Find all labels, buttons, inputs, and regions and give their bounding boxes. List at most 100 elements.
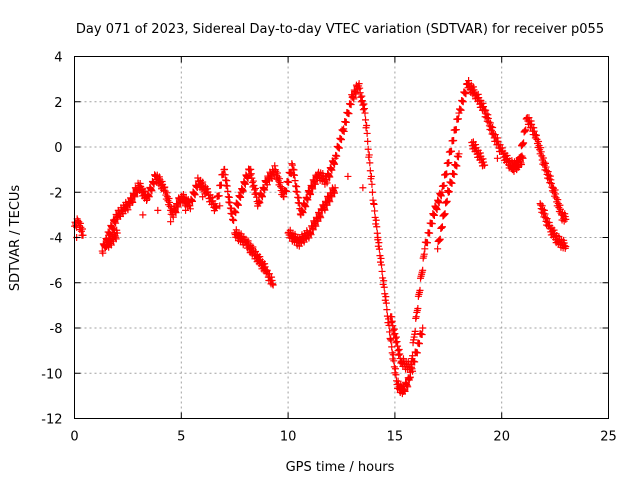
data-point [522,126,530,134]
data-point [232,209,240,217]
data-point [438,223,446,231]
data-point [411,327,419,335]
data-point [230,217,238,225]
data-point [443,170,451,178]
data-point [258,193,266,201]
data-point [435,199,443,207]
data-point [517,161,525,169]
data-point [519,154,527,162]
data-point [380,277,388,285]
data-point [79,231,87,239]
data-point [520,139,528,147]
data-point [154,206,162,214]
data-point [213,203,221,211]
data-point [299,209,307,217]
chart-title: Day 071 of 2023, Sidereal Day-to-day VTE… [76,22,604,37]
data-points [71,77,570,398]
data-point [347,101,355,109]
x-tick-label: 0 [70,430,78,445]
data-point [314,217,322,225]
data-point [375,239,383,247]
y-tick-label: -2 [50,186,63,201]
data-point [363,129,371,137]
data-point [234,201,242,209]
data-point [419,266,427,274]
data-point [430,211,438,219]
data-point [371,207,379,215]
data-point [450,170,458,178]
data-point [269,281,277,289]
data-point [191,191,199,199]
data-point [378,267,386,275]
x-tick-label: 20 [493,430,510,445]
data-point [363,122,371,130]
data-point [373,223,381,231]
data-point [377,254,385,262]
data-point [304,196,312,204]
data-point [365,151,373,159]
data-point [414,304,422,312]
data-point [392,371,400,379]
data-point [423,239,431,247]
data-point [311,180,319,188]
data-point [107,241,115,249]
data-point [216,202,224,210]
data-point [321,206,329,214]
x-tick-label: 25 [600,430,617,445]
data-point [323,179,331,187]
data-point [199,193,207,201]
data-point [344,172,352,180]
data-point [340,127,348,135]
data-point [326,198,334,206]
data-point [366,167,374,175]
data-point [436,235,444,243]
data-point [445,159,453,167]
data-point [362,116,370,124]
data-point [361,109,369,117]
data-point [145,193,153,201]
data-point [317,214,325,222]
data-point [459,98,467,106]
data-point [282,187,290,195]
data-point [421,245,429,253]
data-point [323,201,331,209]
data-point [113,229,121,237]
data-point [453,162,461,170]
data-point [386,328,394,336]
y-tick-label: 4 [54,51,62,66]
data-point [359,184,367,192]
axis-ticks: 0 5 10 15 20 25 -12 -10 -8 -6 -4 -2 0 2 4 [41,51,617,445]
data-point [345,110,353,118]
x-tick-label: 15 [387,430,404,445]
data-point [263,181,271,189]
data-point [112,235,120,243]
data-point [131,193,139,201]
data-point [261,186,269,194]
data-point [426,229,434,237]
data-point [99,249,107,257]
data-point [239,187,247,195]
data-point [409,367,417,375]
data-point [419,324,427,332]
data-point [452,126,460,134]
data-point [380,283,388,291]
data-point [370,200,378,208]
data-point [415,340,423,348]
data-point [79,225,87,233]
data-point [457,106,465,114]
data-point [307,231,315,239]
data-point [328,193,336,201]
data-point [124,206,132,214]
data-point [148,187,156,195]
data-point [440,181,448,189]
data-point [481,161,489,169]
y-tick-label: -4 [50,232,63,247]
data-point [309,226,317,234]
data-point [433,206,441,214]
data-point [335,144,343,152]
data-point [455,150,463,158]
data-point [413,349,421,357]
data-point [448,147,456,155]
y-axis-label: SDTVAR / TECUs [8,185,23,292]
